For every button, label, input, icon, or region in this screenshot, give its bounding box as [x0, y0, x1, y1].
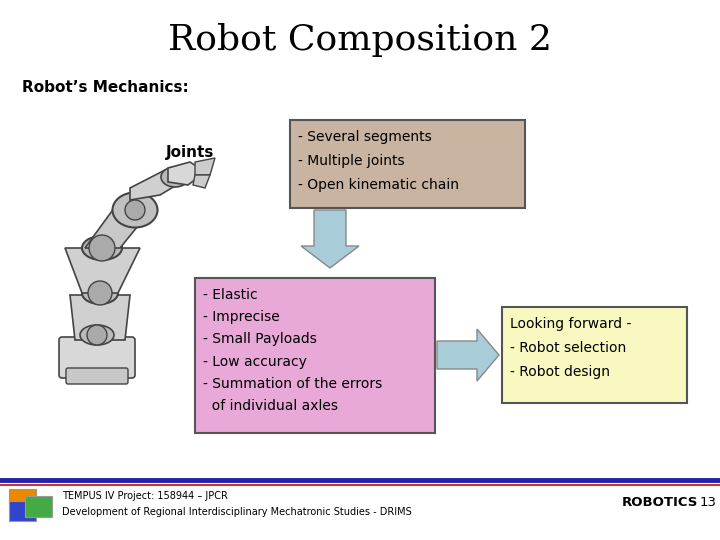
Text: Development of Regional Interdisciplinary Mechatronic Studies - DRIMS: Development of Regional Interdisciplinar… — [62, 507, 412, 517]
Polygon shape — [195, 158, 215, 175]
FancyBboxPatch shape — [66, 368, 128, 384]
FancyArrow shape — [437, 329, 499, 381]
Text: Robot Composition 2: Robot Composition 2 — [168, 23, 552, 57]
FancyBboxPatch shape — [502, 307, 687, 403]
Text: Joints: Joints — [166, 145, 214, 160]
Circle shape — [125, 200, 145, 220]
Polygon shape — [193, 175, 210, 188]
Polygon shape — [70, 295, 130, 340]
Ellipse shape — [80, 325, 114, 345]
Text: - Elastic
- Imprecise
- Small Payloads
- Low accuracy
- Summation of the errors
: - Elastic - Imprecise - Small Payloads -… — [203, 288, 382, 413]
Text: TEMPUS IV Project: 158944 – JPCR: TEMPUS IV Project: 158944 – JPCR — [62, 491, 228, 501]
FancyBboxPatch shape — [59, 337, 135, 378]
Text: ROBOTICS: ROBOTICS — [622, 496, 698, 510]
Text: 13: 13 — [700, 496, 717, 510]
Polygon shape — [85, 200, 155, 248]
Text: Robot’s Mechanics:: Robot’s Mechanics: — [22, 80, 189, 96]
Ellipse shape — [82, 236, 122, 260]
Text: - Several segments
- Multiple joints
- Open kinematic chain: - Several segments - Multiple joints - O… — [298, 130, 459, 192]
Ellipse shape — [82, 282, 118, 304]
FancyArrow shape — [301, 210, 359, 268]
Polygon shape — [65, 248, 140, 293]
Circle shape — [88, 281, 112, 305]
Polygon shape — [168, 162, 205, 185]
Ellipse shape — [112, 192, 158, 227]
FancyBboxPatch shape — [290, 120, 525, 208]
Polygon shape — [130, 170, 185, 200]
FancyBboxPatch shape — [195, 278, 435, 433]
Ellipse shape — [161, 167, 189, 187]
Text: Looking forward -
- Robot selection
- Robot design: Looking forward - - Robot selection - Ro… — [510, 317, 631, 379]
Circle shape — [89, 235, 115, 261]
Circle shape — [87, 325, 107, 345]
